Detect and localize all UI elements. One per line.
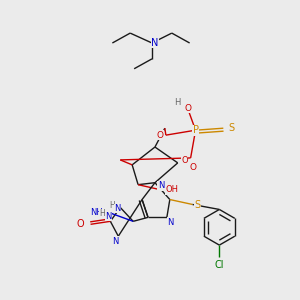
Text: H: H	[110, 201, 115, 210]
Text: O: O	[189, 163, 196, 172]
Text: N: N	[114, 204, 121, 213]
Text: O: O	[77, 219, 85, 229]
Text: N: N	[151, 38, 159, 48]
Text: S: S	[194, 200, 201, 211]
Text: NH₂: NH₂	[91, 208, 106, 217]
Text: N: N	[158, 181, 164, 190]
Text: OH: OH	[165, 185, 178, 194]
Text: N: N	[168, 218, 174, 227]
Text: O: O	[184, 104, 191, 113]
Text: N: N	[112, 237, 119, 246]
Text: Cl: Cl	[214, 260, 224, 270]
Text: P: P	[193, 125, 199, 135]
Text: H: H	[100, 209, 105, 218]
Text: N: N	[105, 212, 112, 221]
Text: H: H	[175, 98, 181, 107]
Text: O: O	[182, 156, 188, 165]
Text: S: S	[228, 123, 234, 133]
Text: O: O	[156, 130, 164, 140]
